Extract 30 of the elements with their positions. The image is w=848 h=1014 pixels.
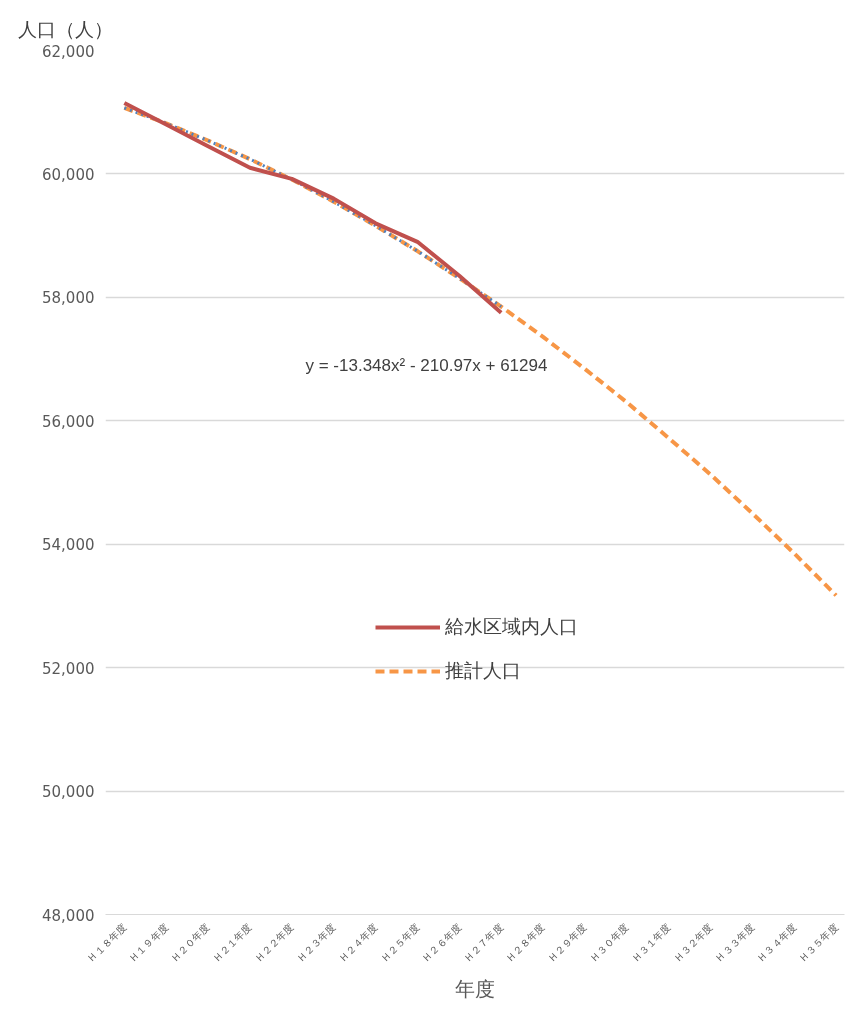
annotation: y = -13.348x² - 210.97x + 61294: [305, 355, 548, 375]
x-tick-label: Ｈ２９年度: [545, 921, 589, 965]
x-tick-label: Ｈ３０年度: [587, 921, 631, 965]
x-tick-label: Ｈ２４年度: [336, 921, 380, 965]
x-tick-label: Ｈ３５年度: [796, 921, 841, 965]
x-tick-label: Ｈ２８年度: [503, 921, 547, 965]
x-tick-label: Ｈ３３年度: [713, 921, 757, 965]
legend-label: 推計人口: [445, 658, 521, 683]
y-tick-label: 58,000: [42, 289, 95, 308]
y-tick-label: 62,000: [42, 42, 95, 61]
x-tick-label: Ｈ１９年度: [126, 921, 171, 965]
x-tick-label: Ｈ２１年度: [210, 921, 254, 965]
x-tick-label: Ｈ３４年度: [755, 921, 799, 965]
y-tick-label: 60,000: [42, 165, 95, 184]
x-tick-label: Ｈ３２年度: [671, 921, 715, 965]
x-tick-label: Ｈ２５年度: [378, 921, 422, 965]
x-tick-label: Ｈ２０年度: [168, 921, 212, 965]
x-tick-label: Ｈ２２年度: [252, 921, 296, 965]
y-tick-label: 52,000: [42, 659, 95, 678]
y-tick-label: 54,000: [42, 536, 95, 555]
legend-label: 給水区域内人口: [445, 614, 578, 639]
x-tick-label: Ｈ２７年度: [461, 921, 506, 965]
y-axis-title: 人口（人）: [17, 17, 113, 40]
x-axis-title: 年度: [455, 976, 495, 1001]
line-series: [122, 105, 839, 598]
x-tick-label: Ｈ３１年度: [629, 921, 673, 965]
x-tick-label: Ｈ２６年度: [420, 921, 464, 965]
x-tick-label: Ｈ２３年度: [294, 921, 338, 965]
y-tick-label: 56,000: [42, 412, 95, 431]
y-tick-label: 50,000: [42, 783, 95, 802]
